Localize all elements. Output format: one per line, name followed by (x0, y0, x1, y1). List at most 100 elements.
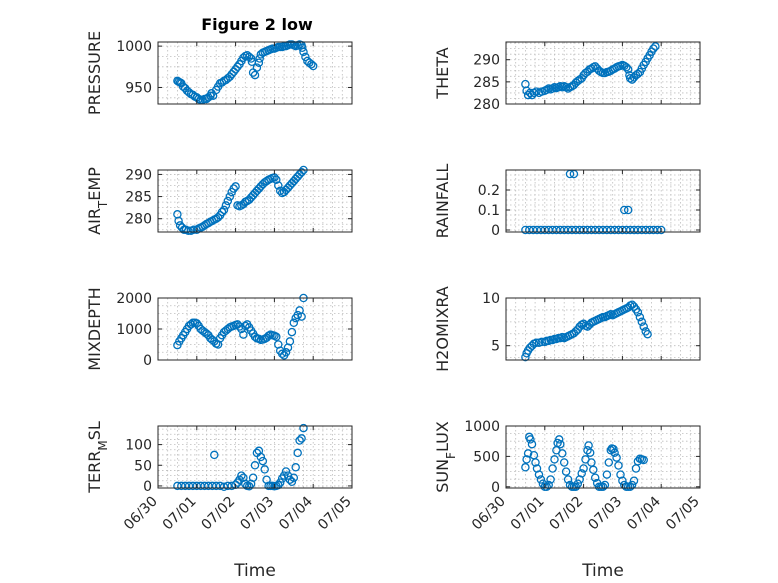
data-point (299, 47, 308, 57)
y-tick-label: 0 (491, 223, 500, 239)
data-point (637, 317, 647, 327)
data-point (272, 332, 281, 342)
data-point (297, 167, 306, 177)
axes-box (157, 169, 353, 233)
data-point (217, 207, 227, 217)
data-point (639, 455, 648, 465)
data-point (287, 477, 297, 487)
data-point (583, 446, 592, 455)
y-tick-label: 290 (125, 167, 152, 183)
data-point (623, 205, 633, 215)
x-tick-label: 06/30 (469, 494, 509, 534)
data-point (225, 192, 235, 201)
data-point (536, 475, 546, 484)
data-point (219, 205, 229, 215)
data-point (623, 65, 633, 74)
data-point (281, 348, 291, 357)
data-series (521, 432, 648, 492)
data-point (542, 85, 551, 95)
data-point (625, 482, 635, 492)
data-point (213, 213, 223, 222)
data-series (173, 423, 308, 492)
y-tick-label: 0.1 (478, 203, 500, 219)
y-tick-label: 1000 (464, 419, 500, 435)
data-point (525, 88, 535, 98)
data-point (598, 482, 608, 492)
x-tick-label: 07/01 (508, 494, 548, 534)
data-point (275, 478, 285, 487)
data-point (241, 321, 250, 331)
x-tick-label: 07/02 (547, 494, 587, 534)
data-point (620, 205, 629, 215)
data-point (622, 62, 631, 72)
data-point (174, 216, 183, 226)
data-point (279, 471, 289, 480)
y-axis-label: H2OMIXRA (433, 286, 452, 372)
data-point (287, 327, 297, 337)
data-series (521, 300, 652, 362)
data-point (293, 448, 302, 458)
data-point (260, 465, 269, 474)
x-tick-label: 07/05 (663, 494, 703, 534)
axes-box (157, 41, 353, 105)
data-point (579, 464, 588, 473)
y-tick-label: 1000 (116, 39, 152, 55)
data-point (526, 435, 535, 444)
plot-area (158, 426, 352, 488)
data-point (548, 84, 557, 93)
data-point (585, 448, 595, 457)
data-point (281, 467, 291, 476)
figure-title: Figure 2 low (201, 15, 313, 34)
y-axis-label: AIRTEMP (85, 167, 110, 235)
data-point (231, 182, 240, 191)
data-point (633, 457, 643, 466)
subplot-1: 950 1000 PRESSURE (85, 31, 353, 115)
subplot-6: 5 10 H2OMIXRA (433, 286, 701, 372)
data-point (633, 69, 643, 79)
data-point (289, 473, 299, 482)
y-tick-label: 50 (134, 458, 152, 474)
x-tick-label: 07/01 (160, 494, 200, 534)
axes-box (505, 169, 701, 233)
y-axis-label: PRESSURE (85, 31, 104, 115)
data-point (532, 338, 541, 348)
y-tick-label: 100 (125, 438, 152, 454)
x-tick-label: 07/02 (199, 494, 239, 534)
y-tick-label: 0 (143, 479, 152, 495)
data-point (550, 455, 559, 464)
data-series (521, 42, 660, 100)
subplot-2: 280 285 290 THETA (433, 41, 701, 113)
data-point (527, 341, 537, 350)
x-axis-label: Time (233, 561, 276, 581)
data-point (275, 186, 285, 196)
data-point (211, 481, 221, 491)
data-series (173, 293, 308, 360)
y-tick-label: 280 (473, 97, 500, 113)
plot-area (158, 42, 352, 104)
data-point (523, 449, 533, 458)
y-tick-label: 1000 (116, 322, 152, 338)
data-point (643, 329, 652, 339)
data-point (301, 52, 310, 62)
data-point (221, 201, 231, 210)
subplot-4: 0 0.1 0.2 RAINFALL (433, 164, 701, 239)
data-point (192, 319, 202, 328)
y-axis-label: TERRMSL (85, 421, 110, 494)
data-point (561, 467, 571, 476)
data-point (254, 58, 264, 67)
data-point (283, 471, 293, 480)
data-point (561, 82, 571, 92)
y-axis-label: SUNFLUX (433, 421, 458, 493)
data-point (554, 435, 564, 444)
y-tick-label: 2000 (116, 291, 152, 307)
data-point (237, 471, 246, 480)
data-point (629, 476, 639, 485)
x-axis-label: Time (581, 561, 624, 581)
data-point (298, 43, 307, 53)
data-point (229, 184, 238, 193)
subplot-5: 0 1000 2000 MIXDEPTH (85, 287, 353, 371)
y-axis-label: THETA (433, 47, 452, 99)
data-point (244, 52, 254, 62)
